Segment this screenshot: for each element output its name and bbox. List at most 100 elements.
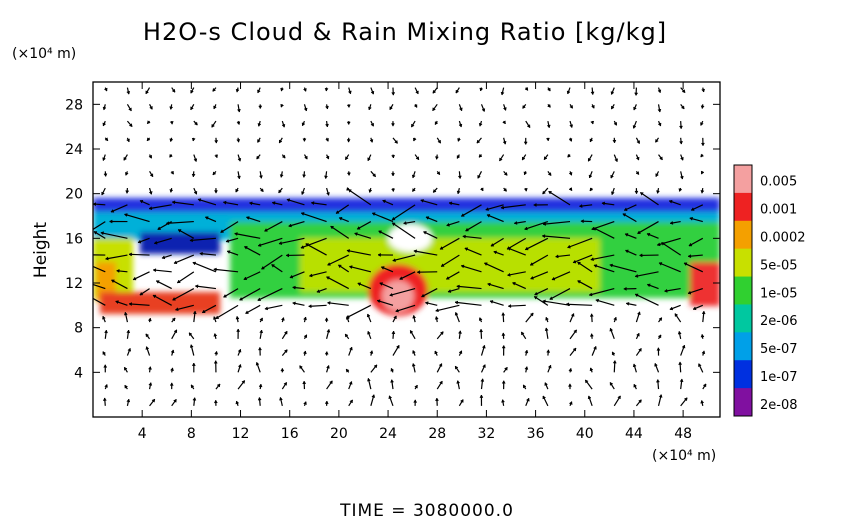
wind-arrow-head <box>457 138 461 142</box>
wind-arrow-head <box>126 398 131 403</box>
wind-arrow <box>166 220 194 224</box>
wind-arrow-head <box>609 327 614 332</box>
wind-arrow-head <box>440 263 445 267</box>
wind-arrow <box>172 288 195 301</box>
wind-arrow-head <box>300 212 305 216</box>
wind-arrow-head <box>462 234 466 239</box>
colorbar: 0.005 0.001 0.0002 5e-05 1e-05 2e-06 5e-07 1e-0… <box>733 164 806 417</box>
wind-arrow-head <box>639 253 643 258</box>
wind-arrow-head <box>522 104 526 109</box>
wind-arrow-head <box>235 88 240 93</box>
y-tick-label: 24 <box>65 142 83 158</box>
wind-arrow <box>658 262 681 273</box>
wind-arrow <box>548 190 571 206</box>
wind-arrow-head <box>346 104 351 108</box>
wind-arrow-head <box>148 206 153 211</box>
wind-arrow-head <box>434 156 439 160</box>
x-tick-label: 20 <box>330 426 348 442</box>
wind-arrow-head <box>153 240 158 245</box>
colorbar-label: 5e-05 <box>760 258 798 273</box>
cloud-field <box>93 198 720 316</box>
wind-arrow-head <box>278 189 282 194</box>
wind-arrow-head <box>512 281 516 286</box>
wind-arrow-head <box>458 350 463 355</box>
wind-arrow <box>309 271 327 277</box>
wind-arrow-head <box>478 153 483 158</box>
wind-arrow <box>529 254 549 266</box>
x-tick-label: 16 <box>281 426 299 442</box>
wind-arrow-head <box>347 90 352 95</box>
wind-arrow-head <box>687 290 692 295</box>
wind-arrow-head <box>115 300 119 305</box>
wind-arrow-head <box>326 276 330 280</box>
wind-arrow-head <box>614 158 618 163</box>
x-axis: 4 8 12 16 20 24 28 32 36 40 44 48 <box>138 82 692 442</box>
wind-arrow-head <box>633 106 637 111</box>
wind-arrow-head <box>367 157 371 162</box>
wind-arrow-head <box>412 350 416 354</box>
wind-arrow <box>220 221 239 233</box>
wind-arrow-head <box>434 316 439 320</box>
wind-arrow-head <box>503 187 507 192</box>
colorbar-label: 2e-06 <box>760 314 798 329</box>
wind-arrow-head <box>325 365 330 369</box>
wind-arrow-head <box>700 122 704 126</box>
wind-arrow <box>278 237 305 245</box>
wind-arrow-head <box>622 213 627 217</box>
colorbar-swatch <box>734 165 752 194</box>
field-band-yellow <box>300 238 600 292</box>
wind-arrow-head <box>346 249 351 253</box>
wind-arrow-head <box>157 226 162 230</box>
wind-arrow <box>485 204 504 211</box>
wind-arrow-head <box>591 104 595 109</box>
wind-arrow-head <box>482 364 486 369</box>
wind-arrow-head <box>411 362 416 367</box>
wind-arrow-head <box>376 299 381 304</box>
wind-arrow-head <box>572 347 577 352</box>
wind-arrow-head <box>414 384 418 389</box>
wind-arrow-head <box>460 264 465 269</box>
wind-arrow-head <box>237 157 242 162</box>
wind-arrow-head <box>587 157 592 162</box>
wind-arrow <box>551 271 571 281</box>
wind-arrow-head <box>551 276 556 281</box>
wind-arrow-head <box>547 103 551 108</box>
wind-arrow-head <box>104 329 109 334</box>
wind-arrow-head <box>145 333 150 338</box>
wind-arrow <box>549 288 571 300</box>
wind-arrow-head <box>191 173 196 178</box>
wind-arrow-head <box>204 216 209 220</box>
wind-arrow-head <box>213 190 218 194</box>
wind-arrow <box>354 232 372 239</box>
wind-arrow-head <box>669 220 674 225</box>
wind-arrow-head <box>657 334 662 339</box>
colorbar-frame <box>733 164 753 417</box>
wind-arrow-head <box>569 104 573 109</box>
wind-arrow-head <box>151 398 156 403</box>
wind-arrow-head <box>476 139 481 144</box>
wind-arrow <box>456 285 482 290</box>
wind-arrow-head <box>485 207 489 211</box>
wind-arrow-head <box>547 172 552 176</box>
wind-arrow-head <box>194 121 198 126</box>
wind-arrow-head <box>372 173 376 178</box>
wind-arrow-head <box>378 230 383 235</box>
wind-arrow-head <box>654 362 658 367</box>
wind-arrow-head <box>465 227 470 232</box>
wind-arrow <box>346 249 371 256</box>
wind-arrow-head <box>213 360 218 364</box>
wind-arrow <box>465 221 482 232</box>
wind-arrow-head <box>413 249 417 254</box>
wind-arrow-head <box>213 267 217 272</box>
wind-arrow-head <box>634 273 639 278</box>
colorbar-swatch <box>734 276 752 305</box>
wind-arrow-head <box>568 137 573 142</box>
wind-arrow <box>286 198 305 206</box>
wind-arrow-head <box>285 253 290 258</box>
wind-arrow-head <box>409 329 414 334</box>
wind-arrow-head <box>455 89 460 94</box>
wind-arrow-head <box>611 351 616 356</box>
wind-arrow-head <box>436 171 441 175</box>
wind-arrow-head <box>546 124 551 129</box>
wind-arrow-head <box>102 315 106 320</box>
